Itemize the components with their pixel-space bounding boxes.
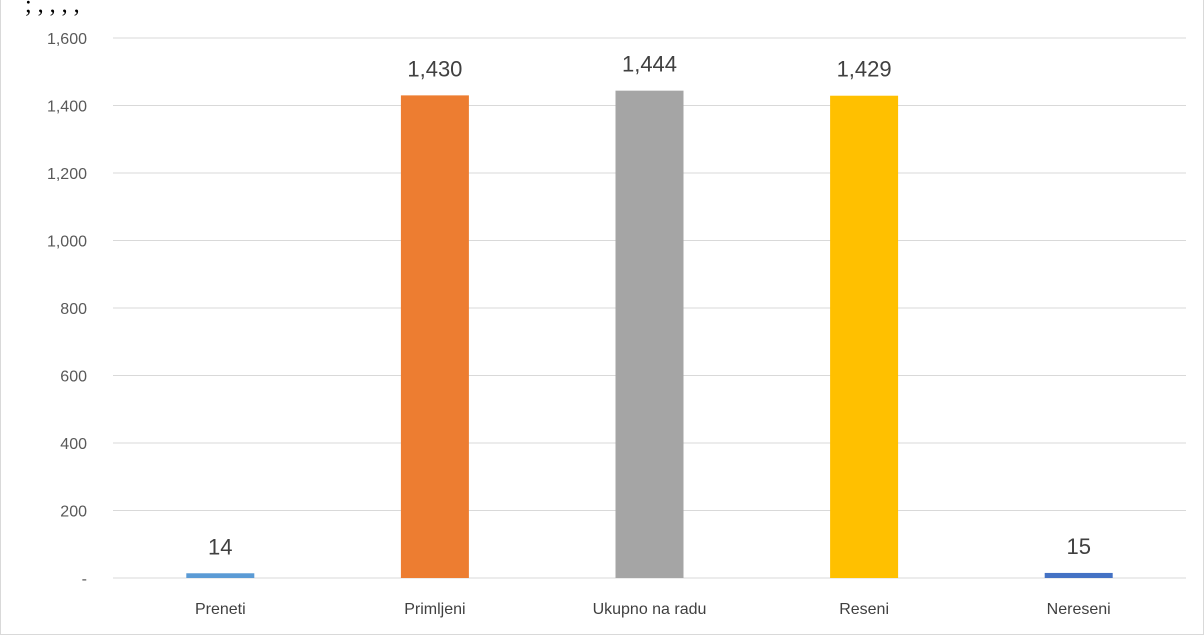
y-axis-ticks: - 200 400 600 800 1,000 1,200 1,400 1,600	[47, 31, 87, 588]
y-tick-label: 1,400	[47, 99, 87, 116]
bar-primljeni	[400, 95, 469, 578]
bar-nereseni	[1044, 572, 1113, 578]
bar-preneti	[186, 573, 255, 578]
x-category-label: Nereseni	[1047, 601, 1111, 618]
x-category-label: Primljeni	[404, 601, 465, 618]
y-tick-label: 200	[60, 504, 87, 521]
x-category-label: Reseni	[839, 601, 889, 618]
y-tick-label: 1,200	[47, 166, 87, 183]
y-tick-label: 400	[60, 436, 87, 453]
y-tick-label: -	[82, 571, 87, 588]
x-axis-categories: Preneti Primljeni Ukupno na radu Reseni Nere…	[195, 601, 1111, 618]
data-label: 1,430	[407, 56, 462, 81]
data-label: 15	[1066, 534, 1090, 559]
y-tick-label: 1,000	[47, 234, 87, 251]
bar-reseni	[830, 95, 899, 579]
data-label: 1,429	[837, 57, 892, 82]
data-label: 14	[208, 534, 232, 559]
y-tick-label: 1,600	[47, 31, 87, 48]
y-tick-label: 600	[60, 369, 87, 386]
x-category-label: Ukupno na radu	[593, 601, 707, 618]
data-labels: 14 1,430 1,444 1,429 15	[208, 52, 1091, 560]
x-category-label: Preneti	[195, 601, 246, 618]
data-label: 1,444	[622, 52, 677, 77]
y-tick-label: 800	[60, 301, 87, 318]
bar-ukupno-na-radu	[615, 90, 684, 579]
bars	[186, 90, 1113, 579]
header-fragment: ; , , , ,	[25, 0, 80, 18]
